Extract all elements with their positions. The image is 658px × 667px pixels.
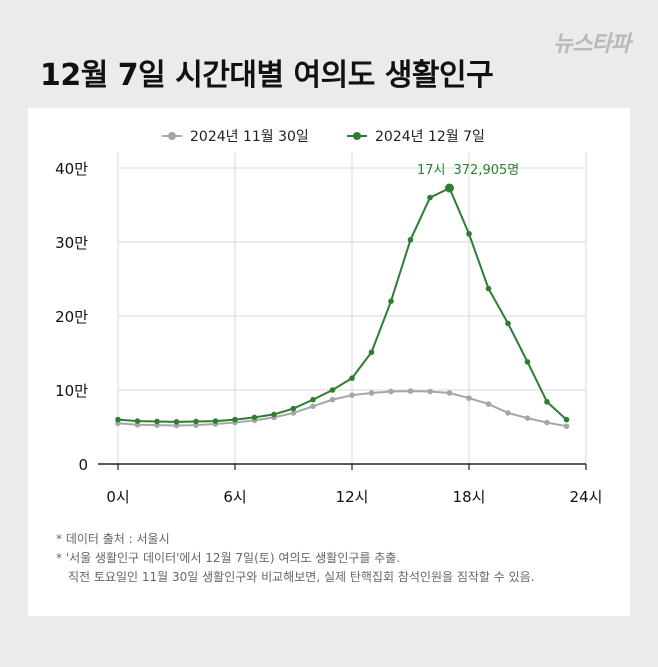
data-point xyxy=(505,410,511,416)
data-point xyxy=(427,388,433,395)
series-line-2 xyxy=(117,186,568,423)
data-point xyxy=(251,414,258,421)
data-point xyxy=(446,390,453,396)
legend-swatch-dot xyxy=(168,132,176,140)
data-point xyxy=(134,418,141,424)
series-line-1 xyxy=(117,390,567,428)
page-title: 12월 7일 시간대별 여의도 생활인구 xyxy=(40,58,494,93)
x-tick-label: 24시 xyxy=(570,488,603,506)
data-point xyxy=(368,349,375,356)
x-tick-label: 0시 xyxy=(106,488,129,506)
data-point xyxy=(193,418,199,425)
data-point xyxy=(505,320,511,327)
y-tick-label: 40만 xyxy=(55,160,88,178)
data-point xyxy=(329,387,336,393)
footnote-source: * 데이터 출처 : 서울시 xyxy=(56,532,170,546)
data-point xyxy=(271,411,277,418)
data-point xyxy=(212,418,219,424)
logo: 뉴스타파 xyxy=(553,32,631,57)
peak-label-time: 17시 xyxy=(417,163,446,178)
data-point xyxy=(466,395,472,401)
data-point xyxy=(388,388,394,395)
data-point xyxy=(310,396,316,403)
data-point xyxy=(544,399,550,405)
footnote-method: * '서울 생활인구 데이터'에서 12월 7일(토) 여의도 생활인구를 추출… xyxy=(56,551,401,565)
data-point xyxy=(310,403,316,410)
legend-swatch-dot xyxy=(353,132,361,140)
data-point xyxy=(154,418,160,425)
data-point xyxy=(524,359,531,365)
data-point xyxy=(388,298,394,305)
data-point xyxy=(407,388,414,394)
y-tick-label: 10만 xyxy=(55,382,88,400)
data-point xyxy=(349,375,355,381)
data-point xyxy=(173,419,180,425)
footnote-method-continued: 직전 토요일인 11월 30일 생활인구와 비교해보면, 실제 탄핵집회 참석인… xyxy=(68,570,535,584)
data-point xyxy=(466,231,472,237)
y-tick-label: 30만 xyxy=(55,234,88,252)
footnotes: * 데이터 출처 : 서울시 * '서울 생활인구 데이터'에서 12월 7일(… xyxy=(56,530,535,587)
peak-marker xyxy=(445,183,454,193)
data-point xyxy=(329,396,336,403)
data-point xyxy=(563,423,570,430)
data-point xyxy=(290,405,297,412)
data-point xyxy=(290,410,297,416)
x-tick-label: 18시 xyxy=(453,488,486,506)
data-point xyxy=(115,416,121,423)
data-point xyxy=(563,416,570,423)
y-tick-label: 20만 xyxy=(55,308,88,326)
data-point xyxy=(232,416,238,423)
legend-label: 2024년 12월 7일 xyxy=(375,129,485,145)
peak-label-value: 372,905명 xyxy=(454,163,520,178)
x-tick-label: 12시 xyxy=(336,488,369,506)
data-point xyxy=(544,419,550,426)
data-point xyxy=(407,236,414,243)
data-point xyxy=(349,392,355,398)
legend-label: 2024년 11월 30일 xyxy=(190,129,309,145)
y-tick-label: 0 xyxy=(78,456,88,474)
data-point xyxy=(368,390,375,396)
data-point xyxy=(485,285,492,292)
x-tick-label: 6시 xyxy=(223,488,246,506)
data-point xyxy=(524,415,531,421)
data-point xyxy=(485,401,492,407)
data-point xyxy=(427,194,433,201)
